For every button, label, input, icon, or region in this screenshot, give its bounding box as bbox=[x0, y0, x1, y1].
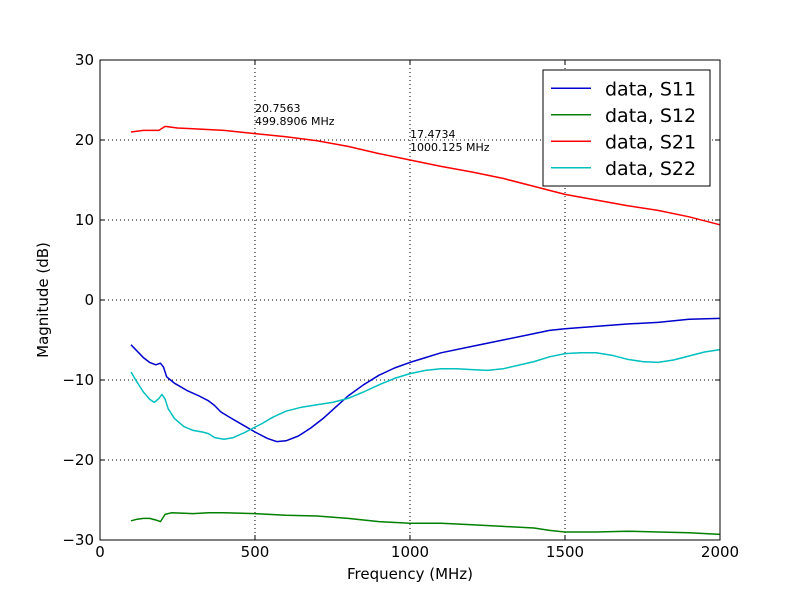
legend-label-1: data, S11 bbox=[605, 78, 696, 100]
annotation-value-1: 20.7563 bbox=[255, 102, 301, 115]
annotation-frequency-2: 1000.125 MHz bbox=[410, 141, 490, 154]
y-tick-label: 20 bbox=[75, 131, 94, 149]
series-lines bbox=[130, 125, 721, 536]
series-line-2 bbox=[130, 512, 721, 536]
annotation-value-2: 17.4734 bbox=[410, 128, 456, 141]
y-tick-label: −30 bbox=[62, 531, 94, 549]
y-tick-label: −20 bbox=[62, 451, 94, 469]
y-tick-label: 30 bbox=[75, 51, 94, 69]
y-tick-label: −10 bbox=[62, 371, 94, 389]
legend-box bbox=[542, 69, 711, 187]
legend-label-4: data, S22 bbox=[605, 158, 696, 180]
y-tick-label: 0 bbox=[84, 291, 94, 309]
series-line-4 bbox=[130, 348, 721, 440]
x-tick-label: 500 bbox=[241, 543, 270, 561]
legend-label-3: data, S21 bbox=[605, 131, 696, 153]
y-axis-label: Magnitude (dB) bbox=[34, 242, 52, 358]
legend: data, S11 data, S12 data, S21 data, S22 bbox=[542, 69, 711, 187]
legend-label-2: data, S12 bbox=[605, 105, 696, 127]
x-tick-label: 1500 bbox=[546, 543, 584, 561]
x-tick-label: 1000 bbox=[391, 543, 429, 561]
y-tick-label: 10 bbox=[75, 211, 94, 229]
x-tick-label: 2000 bbox=[701, 543, 739, 561]
series-line-3 bbox=[130, 125, 721, 226]
axis-ticks: 0 500 1000 1500 2000 −30 −20 −10 0 10 20 30 bbox=[62, 51, 739, 561]
x-axis-label: Frequency (MHz) bbox=[347, 565, 473, 583]
series-line-1 bbox=[130, 317, 721, 443]
x-tick-label: 0 bbox=[95, 543, 105, 561]
annotation-frequency-1: 499.8906 MHz bbox=[255, 115, 335, 128]
